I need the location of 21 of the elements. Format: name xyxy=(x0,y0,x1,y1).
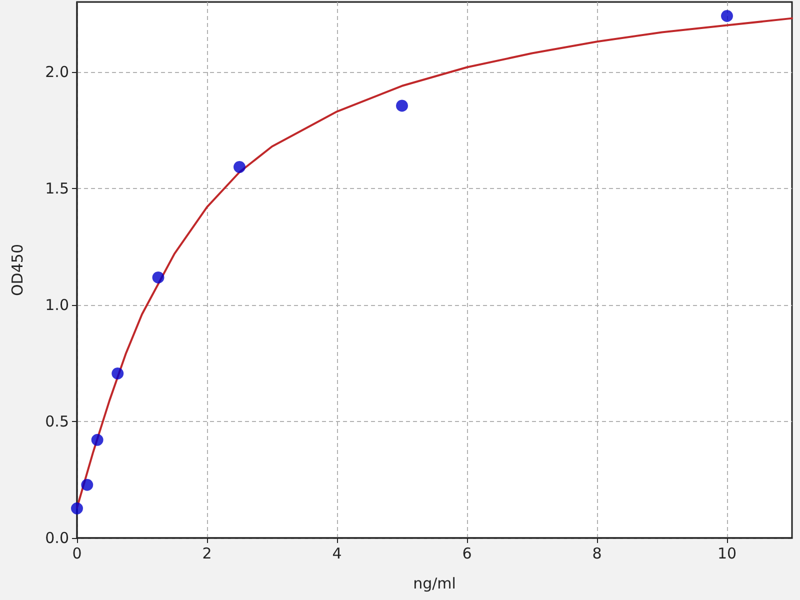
x-tick-label: 10 xyxy=(717,544,737,562)
y-tick-label: 1.5 xyxy=(45,179,69,198)
y-tick-label: 0.0 xyxy=(45,529,69,547)
point xyxy=(721,10,733,22)
x-axis-title: ng/ml xyxy=(413,574,456,592)
x-tick-label: 4 xyxy=(332,544,342,562)
x-tick-label: 2 xyxy=(202,544,212,562)
point xyxy=(396,100,408,112)
x-tick-label: 0 xyxy=(72,544,82,562)
point xyxy=(91,434,104,446)
point xyxy=(71,502,83,514)
x-tick-label: 8 xyxy=(592,544,602,562)
y-tick-label: 2.0 xyxy=(45,62,69,81)
y-tick-label: 1.0 xyxy=(45,296,69,314)
x-tick-label: 6 xyxy=(462,544,472,562)
y-tick-label: 0.5 xyxy=(45,412,69,430)
y-axis-title: OD450 xyxy=(8,244,26,296)
point xyxy=(81,478,94,491)
point xyxy=(112,367,124,380)
point xyxy=(152,271,164,284)
point xyxy=(234,161,246,173)
